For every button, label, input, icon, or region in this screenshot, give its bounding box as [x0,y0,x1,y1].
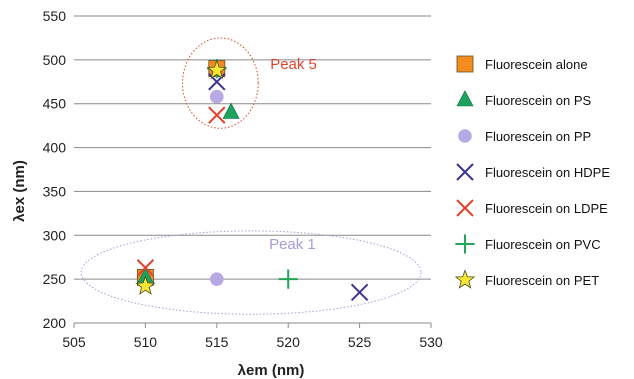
y-tick-label: 200 [43,315,67,331]
legend-marker [454,269,476,289]
y-tick-label: 500 [43,52,67,68]
legend-marker [456,163,474,181]
x-tick-label: 520 [277,334,301,350]
y-tick-label: 350 [43,183,67,199]
data-point-triangle [222,102,240,119]
y-tick-labels: 200 250 300 350 400 450 500 550 [43,8,67,331]
peak-ellipse [80,230,422,315]
x-tick-label: 525 [348,334,372,350]
legend-marker [456,90,474,107]
peak-label: Peak 5 [270,56,317,73]
peak-ellipse [182,37,259,129]
y-tick-label: 450 [43,96,67,112]
data-markers [135,59,369,302]
data-point-x [208,106,226,124]
x-tick-label: 515 [205,334,229,350]
data-point-x [350,283,369,302]
data-point-plus [278,269,298,289]
legend-label: Fluorescein on HDPE [485,165,610,180]
x-tick-label: 505 [62,334,86,350]
x-tick-label: 530 [419,334,443,350]
x-axis-title: λem (nm) [238,362,305,379]
legend-label: Fluorescein alone [485,57,588,72]
y-tick-label: 400 [43,140,67,156]
legend-marker [458,129,472,143]
peak-label: Peak 1 [269,236,316,253]
data-point-star [135,275,156,295]
legend-marker [455,234,475,254]
legend: Fluorescein alone Fluorescein on PS Fluore… [454,55,610,289]
data-point-x [136,259,155,277]
grid-layer [74,15,431,324]
legend-label: Fluorescein on PET [485,273,599,288]
data-point-star [206,59,228,80]
y-tick-label: 300 [43,227,67,243]
x-tick-labels: 505 510 515 520 525 530 [62,323,443,350]
y-tick-label: 550 [43,8,67,24]
legend-marker [456,55,474,73]
x-tick-label: 510 [134,334,158,350]
y-tick-label: 250 [43,271,67,287]
legend-label: Fluorescein on PS [485,93,592,108]
y-axis-title: λex (nm) [11,160,28,222]
legend-label: Fluorescein on LDPE [485,201,608,216]
legend-label: Fluorescein on PP [485,129,591,144]
data-point-circle [210,272,224,286]
annotation-layer: Peak 5 Peak 1 [80,37,422,315]
data-point-circle [210,89,224,104]
legend-marker [456,199,474,217]
legend-label: Fluorescein on PVC [485,237,601,252]
